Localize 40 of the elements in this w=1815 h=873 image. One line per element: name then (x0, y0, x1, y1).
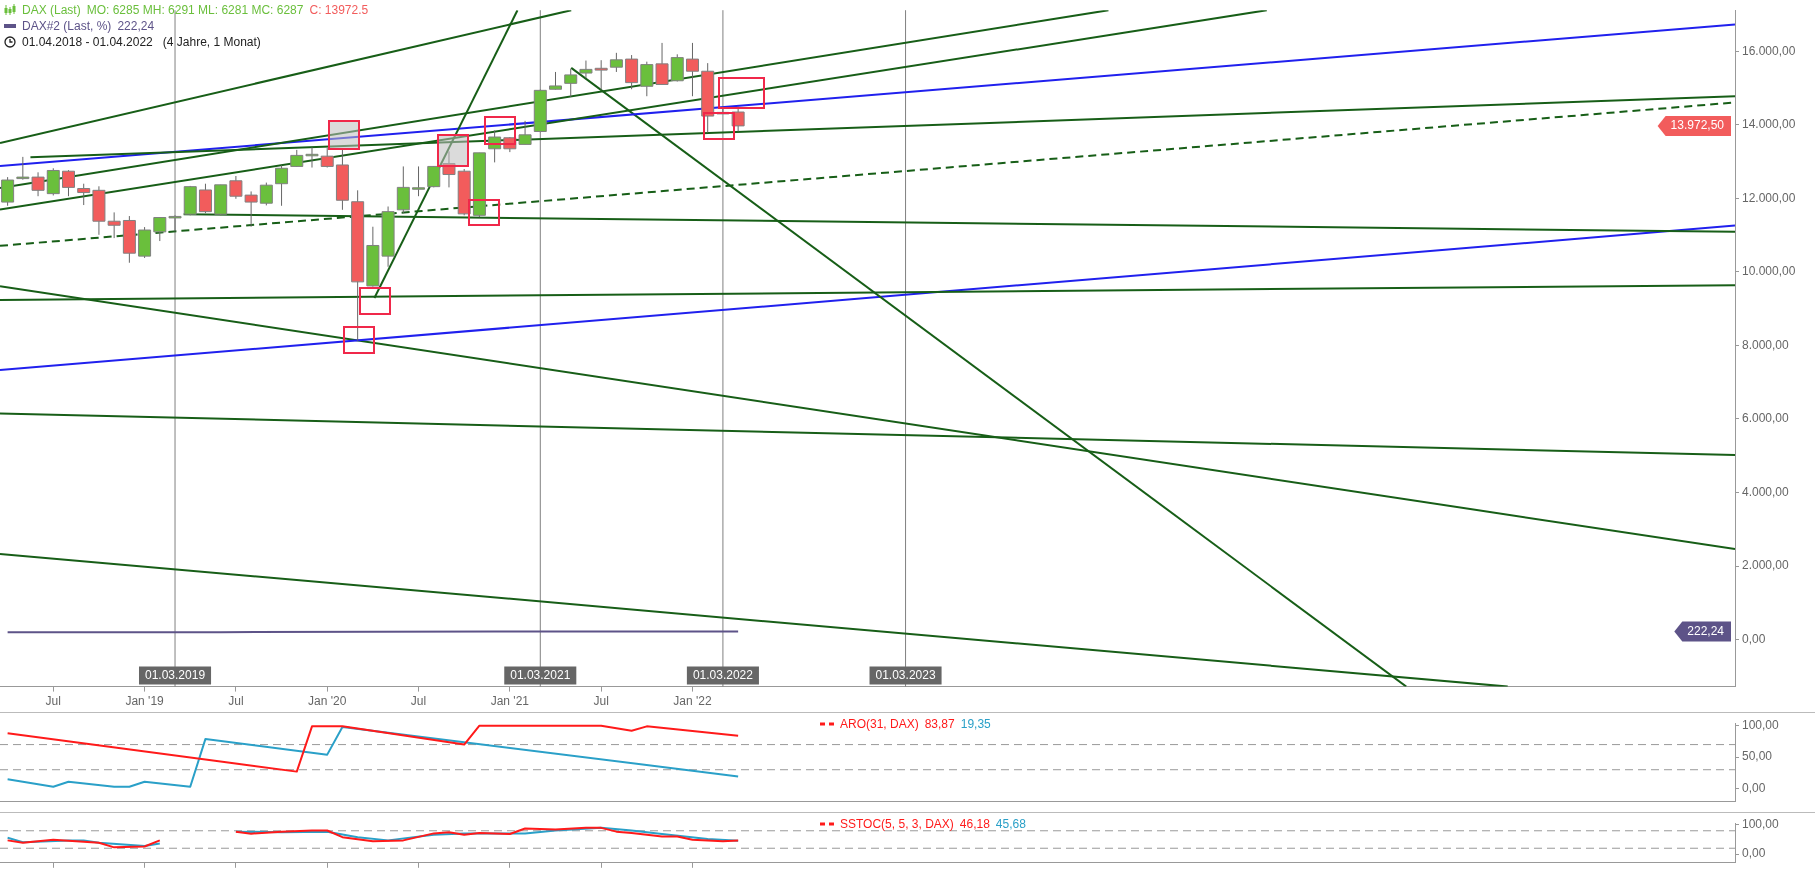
chart-title: SSTOC(5, 5, 3, DAX) (840, 817, 954, 831)
y-tick-label: 100,00 (1742, 817, 1780, 832)
y-tick-label: 0,00 (1742, 780, 1766, 795)
ref-line-label: 01.03.2023 (875, 667, 936, 682)
y-tick-label: 8.000,00 (1742, 337, 1790, 352)
annotation: 19,35 (960, 717, 991, 731)
y-tick-label: 50,00 (1742, 749, 1773, 764)
annotation: 13.972,50 (1670, 118, 1725, 133)
y-tick-label: 4.000,00 (1742, 484, 1790, 499)
legend-label: DAX#2 (Last, %) (22, 18, 112, 34)
legend-label: DAX (Last) (22, 2, 81, 18)
x-tick-label: Jul (593, 694, 609, 709)
x-tick-label: Jan '22 (673, 694, 712, 709)
y-tick-label: 10.000,00 (1742, 264, 1796, 279)
ref-line-label: 01.03.2019 (144, 667, 206, 682)
x-tick-label: Jan '19 (125, 694, 165, 709)
annotation: 222,24 (117, 18, 155, 34)
y-tick-label: 0,00 (1742, 846, 1766, 861)
x-tick-label: Jan '20 (308, 694, 347, 709)
x-tick-label: Jul (228, 694, 244, 709)
x-tick-label: Jul (45, 694, 61, 709)
x-tick-label: Jan '21 (490, 694, 530, 709)
ref-line-label: 01.03.2021 (510, 667, 571, 682)
annotation: 01.04.2018 - 01.04.2022 (4 Jahre, 1 Monat) (22, 34, 261, 50)
x-tick-label: Jul (410, 694, 427, 709)
annotation: 46,18 (959, 817, 990, 831)
ref-line-label: 01.03.2022 (692, 667, 754, 682)
y-tick-label: 6.000,00 (1742, 411, 1790, 426)
annotation: 83,87 (924, 717, 955, 731)
annotation: C: 13972.5 (309, 2, 369, 18)
y-tick-label: 100,00 (1742, 718, 1780, 733)
annotation: MO: 6285 MH: 6291 ML: 6281 MC: 6287 (86, 2, 304, 18)
y-tick-label: 2.000,00 (1742, 558, 1790, 573)
y-tick-label: 16.000,00 (1742, 43, 1796, 58)
y-tick-label: 14.000,00 (1742, 117, 1796, 132)
annotation: 222,24 (1687, 623, 1725, 638)
chart-title: ARO(31, DAX) (840, 717, 919, 731)
y-tick-label: 0,00 (1742, 631, 1766, 646)
y-tick-label: 12.000,00 (1742, 190, 1796, 205)
annotation: 45,68 (995, 817, 1026, 831)
